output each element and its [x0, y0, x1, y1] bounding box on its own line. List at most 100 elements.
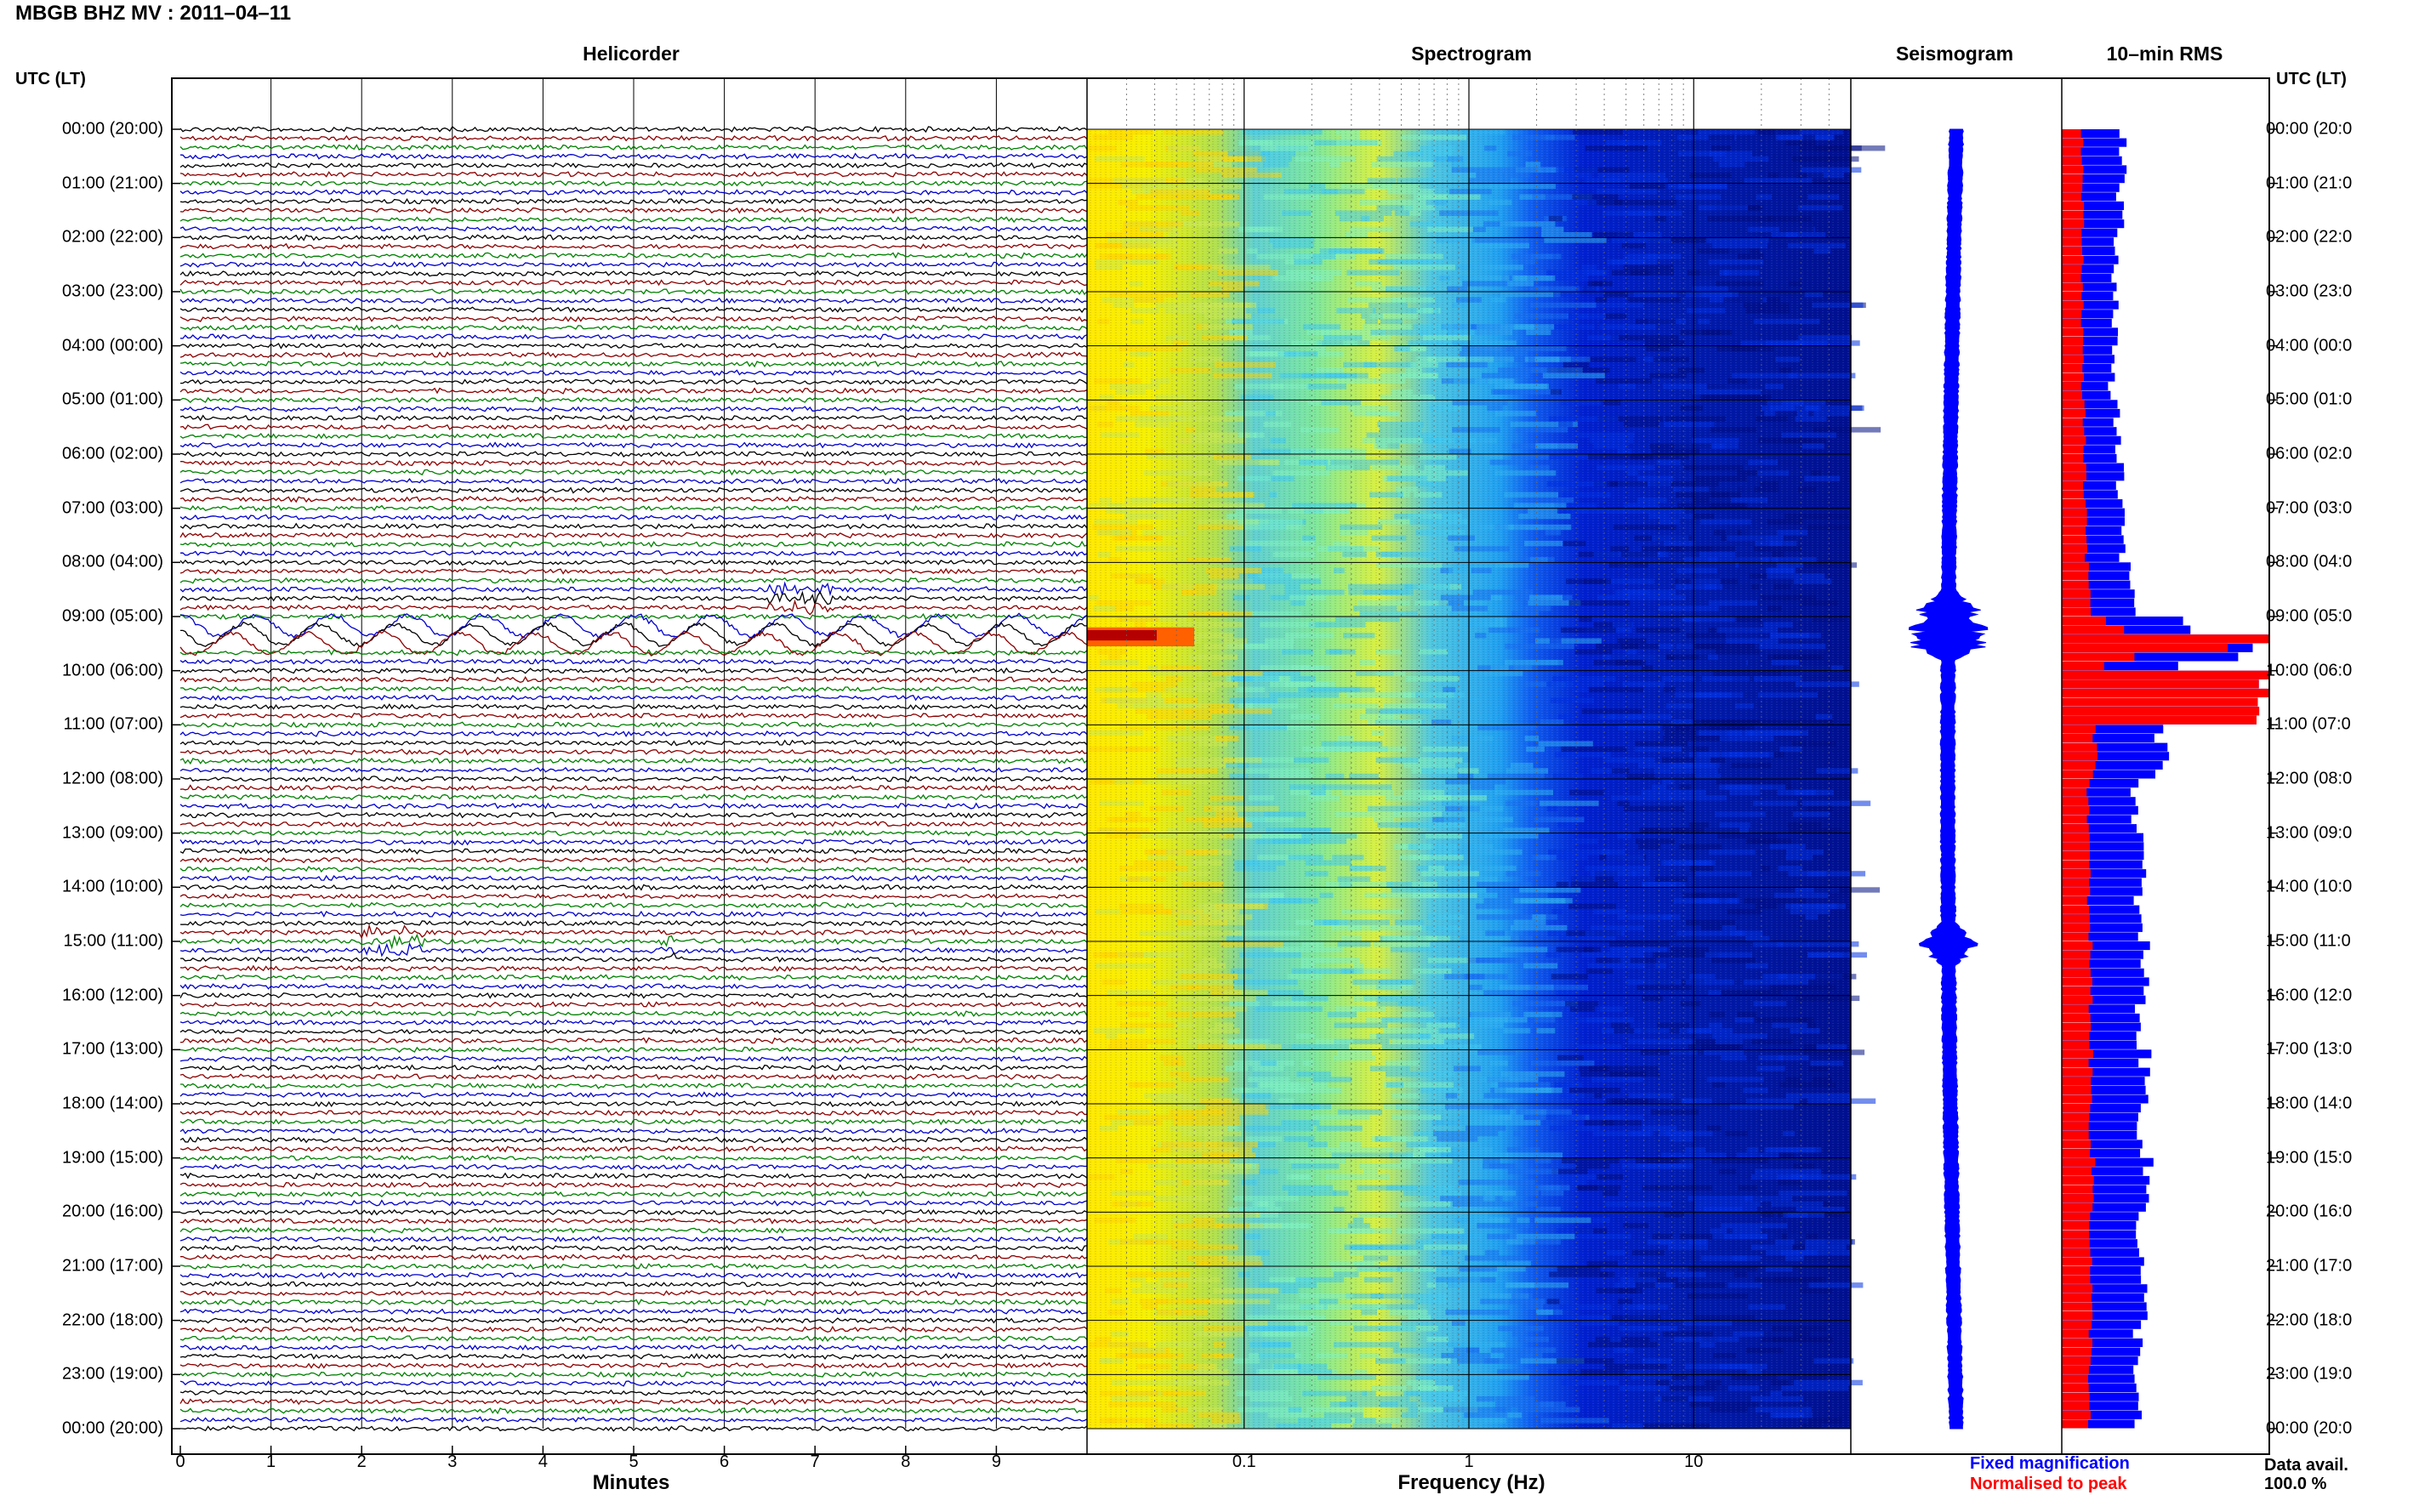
rms-bar-normalised: [2062, 607, 2092, 617]
rms-bar-normalised: [2062, 210, 2084, 219]
rms-bar-fixed: [2062, 1220, 2137, 1231]
time-label-left: 09:00 (05:00): [62, 606, 163, 626]
time-label-left: 00:00 (20:00): [62, 119, 163, 139]
rms-bar-fixed: [2062, 1401, 2138, 1411]
rms-bar-fixed: [2062, 337, 2118, 346]
rms-bar-normalised: [2062, 1356, 2091, 1366]
spectrogram-peak-core: [1087, 629, 1157, 641]
helicorder-trace: [179, 1244, 1088, 1252]
helicorder-trace: [179, 702, 1088, 711]
helicorder-trace: [179, 1100, 1088, 1107]
helicorder-xlabel: Minutes: [592, 1471, 670, 1494]
helicorder-trace: [179, 1226, 1088, 1234]
time-label-right: 02:00 (22:0: [2266, 227, 2353, 247]
helicorder-trace: [179, 225, 1088, 232]
rms-bar-normalised: [2062, 183, 2083, 192]
rms-bar-normalised: [2062, 1338, 2092, 1348]
rms-bar-fixed: [2062, 264, 2114, 274]
helicorder-trace: [179, 1145, 1088, 1153]
rms-bar-normalised: [2062, 895, 2087, 906]
rms-bar-normalised: [2062, 986, 2091, 996]
rms-bar-fixed: [2062, 192, 2116, 202]
helicorder-trace: [179, 933, 1088, 950]
rms-bar-fixed: [2062, 562, 2131, 571]
rms-bar-normalised: [2062, 742, 2097, 752]
helicorder-tick-label: 2: [356, 1452, 367, 1471]
time-label-left: 13:00 (09:00): [62, 823, 163, 843]
spectrogram-xlabel: Frequency (Hz): [1397, 1471, 1545, 1494]
rms-bar-fixed: [2062, 282, 2117, 292]
rms-bar-normalised: [2062, 643, 2228, 652]
helicorder-trace: [179, 171, 1088, 178]
rms-bar-fixed: [2062, 598, 2135, 607]
helicorder-trace: [179, 144, 1088, 151]
rms-bar-normalised: [2062, 959, 2090, 969]
rms-bar-normalised: [2062, 1094, 2092, 1104]
rms-bar-fixed: [2062, 382, 2109, 391]
rms-bar-normalised: [2062, 237, 2082, 247]
rms-bar-normalised: [2062, 1392, 2090, 1401]
rms-bar-normalised: [2062, 562, 2089, 571]
rms-bar-fixed: [2062, 292, 2114, 301]
rms-bar-fixed: [2062, 842, 2144, 851]
rms-bar-fixed: [2062, 1419, 2135, 1429]
rms-bar-normalised: [2062, 1202, 2093, 1212]
rms-bar-fixed: [2062, 408, 2120, 418]
helicorder-trace: [179, 910, 1088, 918]
helicorder-trace: [179, 477, 1088, 485]
helicorder-tick-label: 6: [720, 1452, 730, 1471]
rms-bar-fixed: [2062, 824, 2137, 833]
helicorder-trace: [179, 1352, 1088, 1361]
time-label-left: 02:00 (22:00): [62, 227, 163, 247]
seismogram-title: Seismogram: [1895, 43, 2014, 65]
rms-bar-fixed: [2062, 652, 2239, 662]
rms-bar-fixed: [2062, 526, 2122, 536]
rms-bar-normalised: [2062, 129, 2081, 139]
rms-bar-normalised: [2062, 1067, 2093, 1077]
rms-bar-fixed: [2062, 662, 2178, 671]
helicorder-trace: [179, 242, 1088, 250]
time-label-left: 12:00 (08:00): [62, 769, 163, 788]
time-label-left: 19:00 (15:00): [62, 1148, 163, 1168]
rms-bar-fixed: [2062, 363, 2112, 373]
helicorder-trace: [179, 1281, 1088, 1287]
helicorder-trace: [179, 992, 1088, 999]
rms-bar-fixed: [2062, 1383, 2137, 1393]
helicorder-trace: [179, 1335, 1088, 1342]
rms-bar-normalised: [2062, 1130, 2089, 1140]
rms-bar-fixed: [2062, 372, 2115, 382]
helicorder-trace: [179, 550, 1088, 557]
rms-bar-normalised: [2062, 472, 2086, 481]
helicorder-trace: [179, 423, 1088, 431]
helicorder-trace: [179, 152, 1088, 160]
helicorder-trace: [179, 1316, 1088, 1324]
legend-fixed: Fixed magnification: [1970, 1454, 2130, 1473]
outer-frame: [171, 77, 2270, 1455]
rms-bar-normalised: [2062, 941, 2093, 951]
rms-bar-fixed: [2062, 887, 2143, 896]
figure-title: MBGB BHZ MV : 2011–04–11: [15, 2, 292, 25]
helicorder-trace: [179, 590, 1088, 607]
rms-bar-normalised: [2062, 1239, 2090, 1248]
rms-bar-normalised: [2062, 300, 2084, 310]
rms-bar-fixed: [2062, 508, 2125, 517]
helicorder-trace: [179, 784, 1088, 792]
rms-bar-fixed: [2062, 1365, 2134, 1374]
rms-bar-fixed: [2062, 1392, 2139, 1401]
helicorder-trace: [179, 1109, 1088, 1117]
helicorder-trace: [179, 766, 1088, 773]
rms-bar-normalised: [2062, 752, 2097, 761]
rms-bar-normalised: [2062, 427, 2085, 436]
rms-bar-fixed: [2062, 1085, 2146, 1094]
helicorder-trace: [179, 504, 1088, 512]
legend-normalised: Normalised to peak: [1970, 1475, 2127, 1493]
rms-bar-fixed: [2062, 589, 2135, 599]
rms-bar-fixed: [2062, 725, 2164, 734]
rms-bar-fixed: [2062, 472, 2125, 481]
helicorder-panel: [179, 78, 1088, 1432]
rms-bar-normalised: [2062, 589, 2091, 599]
rms-bar-normalised: [2062, 905, 2090, 914]
helicorder-trace: [179, 599, 1088, 616]
rms-bar-fixed: [2062, 1230, 2137, 1239]
helicorder-trace: [179, 1299, 1088, 1306]
